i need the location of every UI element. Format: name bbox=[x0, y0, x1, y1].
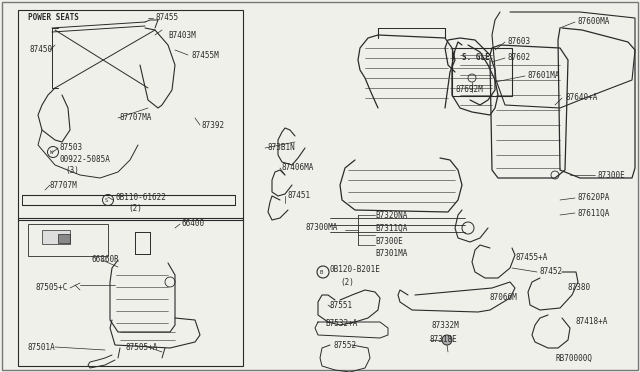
Text: 00922-5085A: 00922-5085A bbox=[60, 155, 111, 164]
Text: 87300E: 87300E bbox=[598, 170, 626, 180]
Text: 87707MA: 87707MA bbox=[120, 113, 152, 122]
Text: 87620PA: 87620PA bbox=[578, 193, 611, 202]
Text: 87392: 87392 bbox=[202, 121, 225, 129]
Bar bbox=[28, 224, 108, 256]
Text: 87600MA: 87600MA bbox=[578, 17, 611, 26]
Text: 87503: 87503 bbox=[60, 144, 83, 153]
Text: 0B120-B201E: 0B120-B201E bbox=[330, 266, 381, 275]
Text: W: W bbox=[50, 150, 53, 154]
Text: 87611QA: 87611QA bbox=[578, 208, 611, 218]
Text: 87455+A: 87455+A bbox=[515, 253, 547, 263]
Text: (3): (3) bbox=[65, 167, 79, 176]
Text: 66860R: 66860R bbox=[92, 256, 120, 264]
Text: (2): (2) bbox=[340, 279, 354, 288]
Text: 87505+A: 87505+A bbox=[125, 343, 157, 352]
Text: 87602: 87602 bbox=[508, 54, 531, 62]
Text: B7311QA: B7311QA bbox=[375, 224, 408, 232]
Bar bbox=[452, 48, 512, 96]
Bar bbox=[42, 230, 70, 244]
Text: 0B110-61622: 0B110-61622 bbox=[115, 192, 166, 202]
Text: B7301MA: B7301MA bbox=[375, 250, 408, 259]
Text: 87451: 87451 bbox=[288, 192, 311, 201]
Bar bbox=[58, 234, 70, 243]
Text: 87300MA: 87300MA bbox=[305, 222, 337, 231]
Text: B: B bbox=[320, 269, 323, 275]
Text: 87640+A: 87640+A bbox=[565, 93, 597, 103]
Text: 87418+A: 87418+A bbox=[575, 317, 607, 327]
Text: 66400: 66400 bbox=[182, 219, 205, 228]
Text: 87455: 87455 bbox=[155, 13, 178, 22]
Text: B7300E: B7300E bbox=[375, 237, 403, 246]
Text: 87380: 87380 bbox=[568, 283, 591, 292]
Text: 87406MA: 87406MA bbox=[282, 164, 314, 173]
Text: 87318E: 87318E bbox=[430, 336, 458, 344]
Text: 87066M: 87066M bbox=[490, 294, 518, 302]
Circle shape bbox=[442, 335, 452, 345]
Text: 87452: 87452 bbox=[540, 267, 563, 276]
Text: 87455M: 87455M bbox=[192, 51, 220, 60]
Text: 87501A: 87501A bbox=[28, 343, 56, 352]
Text: 87692M: 87692M bbox=[455, 86, 483, 94]
Text: B7320NA: B7320NA bbox=[375, 211, 408, 219]
Text: B7532+A: B7532+A bbox=[325, 318, 357, 327]
Text: (2): (2) bbox=[128, 205, 142, 214]
Bar bbox=[18, 10, 243, 220]
Text: POWER SEATS: POWER SEATS bbox=[28, 13, 79, 22]
Text: S. GLE: S. GLE bbox=[462, 54, 490, 62]
Bar bbox=[18, 218, 243, 366]
Text: 87603: 87603 bbox=[508, 38, 531, 46]
Text: 87450: 87450 bbox=[30, 45, 53, 55]
Text: 87505+C: 87505+C bbox=[35, 283, 67, 292]
Text: 87551: 87551 bbox=[330, 301, 353, 310]
Text: B7403M: B7403M bbox=[168, 31, 196, 39]
Text: 87707M: 87707M bbox=[50, 180, 77, 189]
Text: RB70000Q: RB70000Q bbox=[555, 353, 592, 362]
Text: 87601MA: 87601MA bbox=[528, 71, 561, 80]
Text: 87552: 87552 bbox=[334, 340, 357, 350]
Text: 873B1N: 873B1N bbox=[267, 144, 295, 153]
Text: S: S bbox=[105, 198, 108, 202]
Text: 87332M: 87332M bbox=[432, 321, 460, 330]
